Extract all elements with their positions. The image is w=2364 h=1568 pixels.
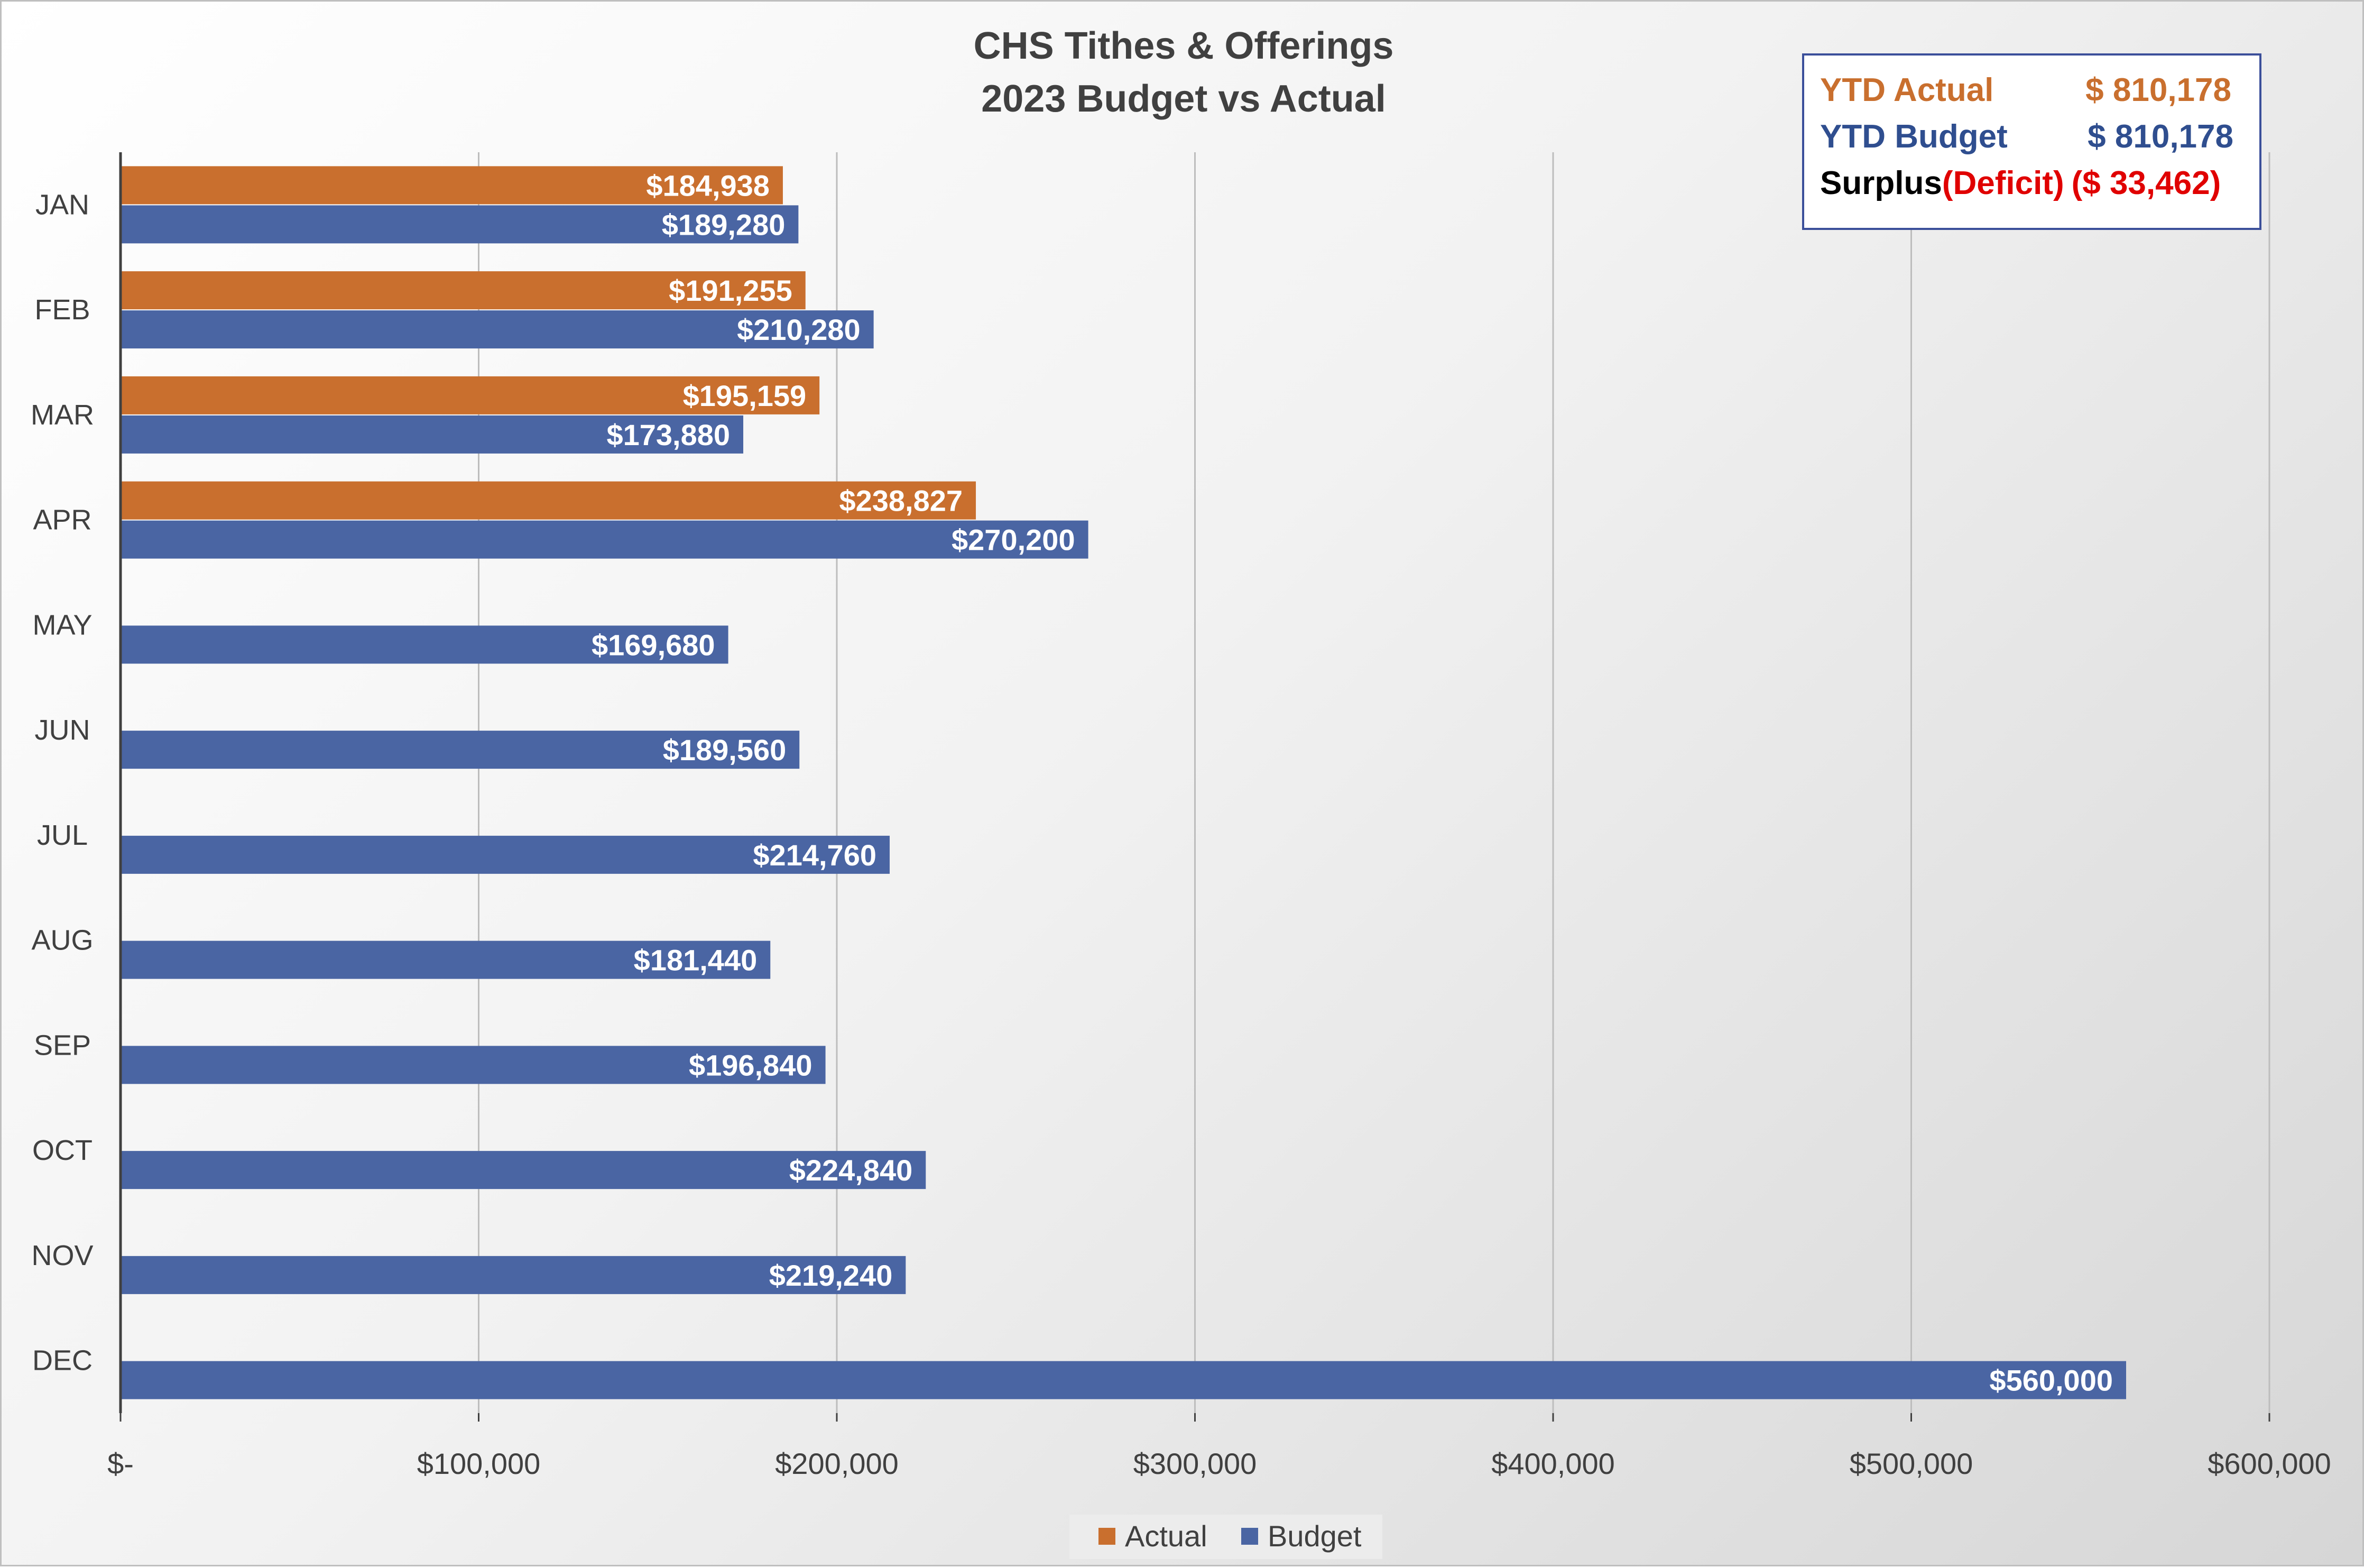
category-label: FEB [34, 294, 90, 326]
bar-budget [121, 835, 890, 874]
bar-label-budget: $224,840 [789, 1154, 913, 1187]
ytd-deficit-label: (Deficit) [1942, 165, 2064, 201]
x-tick-label: $200,000 [775, 1447, 899, 1480]
bar-label-actual: $195,159 [683, 379, 807, 412]
category-label: MAY [32, 609, 92, 641]
axes [119, 152, 2270, 1422]
legend-label-actual: Actual [1125, 1519, 1207, 1553]
bar-label-budget: $210,280 [737, 313, 861, 346]
ytd-actual-value: $ 810,178 [2085, 72, 2231, 108]
bars [121, 166, 2126, 1399]
bar-label-budget: $270,200 [952, 523, 1075, 557]
x-tick-label: $500,000 [1850, 1447, 1973, 1480]
bar-budget [121, 520, 1088, 559]
ytd-summary-box: YTD Actual $ 810,178 YTD Budget $ 810,17… [1802, 53, 2261, 230]
bar-budget [121, 1256, 906, 1294]
tick-labels: $- $100,000 $200,000 $300,000 $400,000 $500,0… [107, 1447, 2331, 1480]
bar-budget [121, 1361, 2126, 1399]
bar-label-budget: $196,840 [689, 1048, 812, 1082]
legend-swatch-budget [1241, 1528, 1258, 1545]
ytd-budget-label: YTD Budget [1820, 118, 2008, 155]
gridlines [478, 152, 2270, 1413]
bar-budget [121, 415, 744, 454]
legend-swatch-actual [1098, 1528, 1115, 1545]
category-labels: JAN FEB MAR APR MAY JUN JUL AUG SEP OCT NOV DEC [31, 189, 94, 1376]
bar-label-budget: $189,280 [662, 208, 786, 241]
ytd-deficit-value: ($ 33,462) [2072, 165, 2221, 201]
category-label: APR [33, 504, 91, 536]
chart-title-line-2: 2023 Budget vs Actual [981, 78, 1386, 120]
category-label: SEP [34, 1029, 91, 1061]
ytd-box-frame [1802, 53, 2261, 230]
x-tick-label: $400,000 [1491, 1447, 1615, 1480]
ytd-actual-label: YTD Actual [1820, 72, 1993, 108]
ytd-budget-value: $ 810,178 [2088, 118, 2233, 155]
bar-budget [121, 625, 728, 664]
bar-actual [121, 271, 806, 310]
bar-labels: $184,938 $189,280 $191,255 $210,280 $195,159… [592, 169, 2113, 1397]
bar-budget [121, 731, 800, 769]
legend: Actual Budget [1069, 1515, 1382, 1559]
category-label: NOV [31, 1240, 93, 1271]
x-tick-label: $100,000 [417, 1447, 541, 1480]
bar-label-budget: $189,560 [663, 733, 787, 767]
bar-budget [121, 1046, 826, 1084]
bar-label-actual: $191,255 [669, 274, 792, 307]
bar-label-actual: $184,938 [646, 169, 770, 202]
ytd-surplus-label: Surplus [1820, 165, 1942, 201]
category-label: JUN [35, 714, 90, 746]
x-tick-label: $600,000 [2208, 1447, 2331, 1480]
bar-budget [121, 940, 771, 979]
category-label: OCT [32, 1135, 93, 1166]
bar-actual [121, 166, 783, 205]
category-label: DEC [32, 1345, 93, 1377]
bar-label-budget: $214,760 [753, 838, 876, 872]
bar-label-budget: $169,680 [592, 628, 715, 661]
x-tick-label: $- [107, 1447, 134, 1480]
legend-frame [1069, 1515, 1382, 1559]
bar-label-budget: $219,240 [769, 1259, 893, 1292]
x-tick-label: $300,000 [1133, 1447, 1257, 1480]
bar-budget [121, 310, 874, 349]
bar-budget [121, 205, 799, 244]
bar-actual [121, 481, 976, 520]
category-label: JUL [37, 819, 88, 851]
bar-label-budget: $560,000 [1989, 1364, 2113, 1397]
legend-label-budget: Budget [1268, 1519, 1362, 1553]
bar-label-budget: $181,440 [634, 944, 758, 977]
bar-budget [121, 1151, 926, 1189]
bar-label-actual: $238,827 [839, 484, 963, 518]
category-label: AUG [31, 925, 93, 956]
ytd-surplus-line: Surplus(Deficit) ($ 33,462) [1820, 165, 2221, 201]
chart-title-line-1: CHS Tithes & Offerings [974, 25, 1394, 67]
category-label: JAN [35, 189, 89, 220]
bar-actual [121, 376, 820, 414]
bar-label-budget: $173,880 [606, 418, 730, 451]
category-label: MAR [31, 399, 94, 431]
